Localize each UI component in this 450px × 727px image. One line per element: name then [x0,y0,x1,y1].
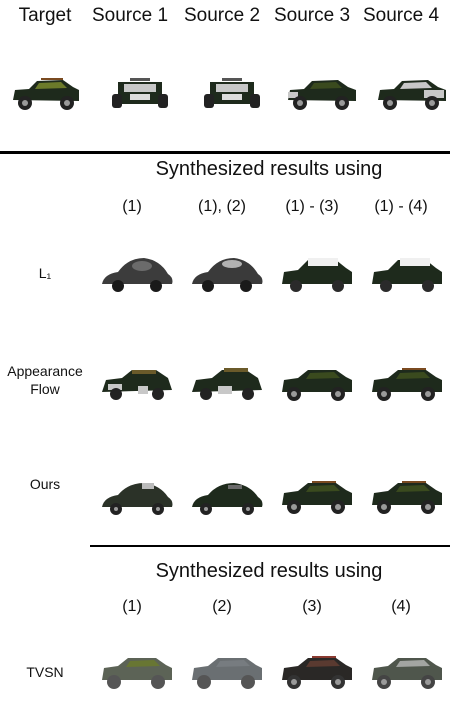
ours-result-3-image [282,481,352,514]
row-label-l1: L₁ [38,265,52,281]
section1-col-2: (1), (2) [198,198,246,215]
source2-car-image [204,78,260,108]
header-target-label: Target [18,5,72,26]
section-divider-thick [0,151,450,154]
l1-result-2-image [192,258,263,292]
header-source2-label: Source 2 [183,5,261,26]
source1-car-image [112,78,168,108]
section-divider-thin [90,545,450,547]
section2-title: Synthesized results using [155,560,383,582]
ours-result-2-image [192,483,263,515]
source3-car-image [288,80,356,110]
tvsn-result-3-image [282,656,352,689]
l1-result-3-image [282,258,352,292]
row-label-appearance-flow: Appearance Flow [7,363,83,397]
tvsn-result-4-image [372,658,442,689]
l1-result-1-image [102,258,173,292]
ours-result-4-image [372,481,442,514]
section2-col-2: (2) [212,598,232,615]
header-source3-label: Source 3 [273,5,351,26]
ours-result-1-image [102,483,173,515]
tvsn-result-2-image [192,658,262,689]
header-source4-label: Source 4 [362,5,440,26]
section2-col-4: (4) [391,598,411,615]
section1-col-3: (1) - (3) [285,198,339,215]
appearance-flow-result-2-image [192,368,262,400]
tvsn-result-1-image [102,658,172,689]
row-label-ours: Ours [29,476,61,492]
source4-car-image [378,80,446,110]
header-source1-label: Source 1 [91,5,169,26]
section1-col-1: (1) [122,198,142,215]
section1-title: Synthesized results using [155,158,383,180]
section2-col-1: (1) [122,598,142,615]
l1-result-4-image [372,258,442,292]
appearance-flow-result-3-image [282,370,352,401]
section2-col-3: (3) [302,598,322,615]
appearance-flow-result-1-image [102,370,172,400]
target-car-image [13,78,79,110]
section1-col-4: (1) - (4) [374,198,428,215]
appearance-flow-result-4-image [372,368,442,401]
row-label-tvsn: TVSN [26,664,64,680]
